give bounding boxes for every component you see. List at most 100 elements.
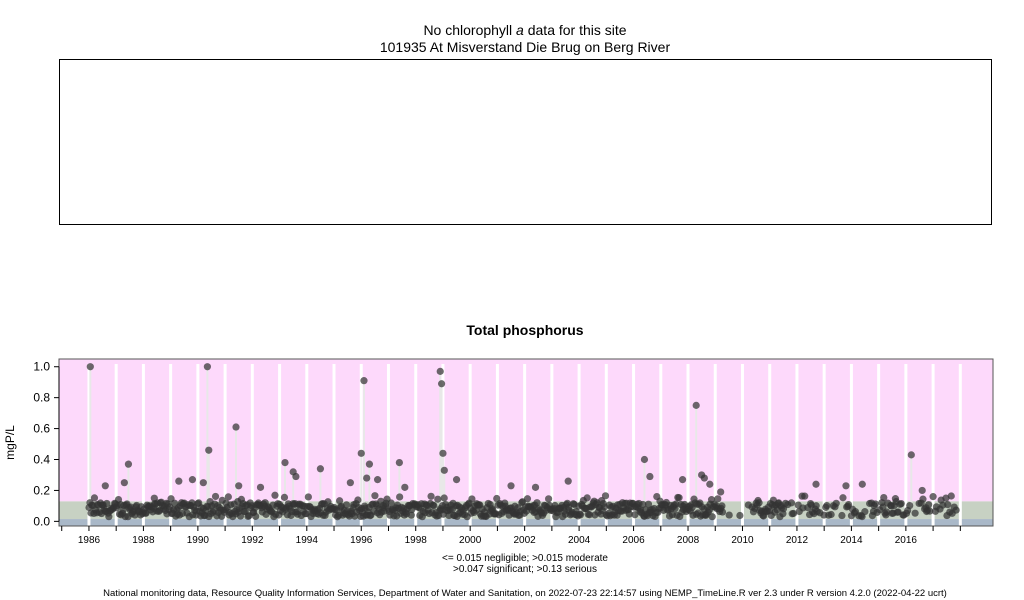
threshold-legend-line1: <= 0.015 negligible; >0.015 moderate bbox=[442, 553, 608, 564]
data-points bbox=[85, 363, 960, 521]
data-point bbox=[944, 501, 952, 509]
data-point-peak bbox=[346, 479, 354, 487]
data-point bbox=[926, 507, 934, 515]
data-point bbox=[468, 495, 476, 503]
x-tick-label: 2006 bbox=[622, 535, 645, 546]
data-point bbox=[812, 502, 820, 510]
data-point-peak bbox=[678, 476, 687, 484]
data-point-peak bbox=[564, 477, 572, 485]
data-point bbox=[832, 499, 840, 507]
data-point-peak bbox=[199, 479, 207, 487]
data-point bbox=[336, 497, 344, 505]
x-tick-label: 2008 bbox=[677, 535, 700, 546]
data-point bbox=[838, 511, 846, 520]
data-point bbox=[714, 495, 722, 503]
x-axis: 1986 1988 1990 1992 1994 1996 1998 2000 2002 2004… bbox=[61, 526, 961, 546]
x-tick-label: 1992 bbox=[241, 535, 264, 546]
y-tick-label: 0.8 bbox=[33, 391, 50, 405]
data-point bbox=[725, 511, 733, 519]
data-point-peak bbox=[203, 363, 212, 371]
data-point-peak bbox=[150, 494, 158, 502]
data-point-peak bbox=[918, 486, 926, 495]
data-point bbox=[897, 499, 905, 508]
x-tick-label: 1996 bbox=[350, 535, 373, 546]
x-tick-label: 1990 bbox=[187, 535, 210, 546]
site-subtitle: 101935 At Misverstand Die Brug on Berg R… bbox=[379, 39, 671, 55]
data-point-peak bbox=[700, 474, 708, 482]
data-point bbox=[354, 496, 362, 504]
data-point-peak bbox=[124, 460, 133, 468]
data-point-peak bbox=[706, 480, 714, 488]
data-point bbox=[880, 493, 888, 502]
data-point bbox=[271, 491, 279, 499]
data-point bbox=[871, 500, 879, 508]
data-point-peak bbox=[640, 455, 649, 464]
chart-title: Total phosphorus bbox=[466, 322, 583, 338]
phosphorus-chart: Total phosphorus 0.0 0.2 0.4 0.6 0.8 1.0 1986… bbox=[3, 322, 994, 546]
chlorophyll-title-prefix: No chlorophyll bbox=[423, 22, 513, 38]
data-point bbox=[601, 492, 610, 500]
chlorophyll-title-italic: a bbox=[516, 22, 524, 38]
data-point-peak bbox=[101, 482, 109, 490]
data-point-peak bbox=[292, 472, 300, 481]
data-point bbox=[304, 493, 312, 501]
data-point-peak bbox=[205, 446, 213, 454]
data-point-peak bbox=[360, 377, 368, 385]
data-point bbox=[823, 502, 831, 510]
y-tick-label: 1.0 bbox=[33, 360, 50, 374]
data-point-peak bbox=[507, 482, 515, 490]
data-point bbox=[252, 512, 260, 520]
data-point-peak bbox=[373, 476, 382, 484]
x-tick-label: 2002 bbox=[514, 535, 537, 546]
data-point bbox=[839, 494, 847, 502]
y-axis-label: mgP/L bbox=[3, 425, 17, 460]
y-tick-label: 0.0 bbox=[33, 514, 50, 528]
data-point bbox=[533, 499, 541, 507]
data-point bbox=[105, 513, 113, 521]
data-point bbox=[639, 500, 647, 509]
data-point bbox=[861, 508, 869, 516]
data-point bbox=[644, 500, 653, 508]
data-point bbox=[906, 501, 914, 510]
data-point bbox=[396, 493, 404, 501]
data-point bbox=[708, 513, 716, 521]
y-tick-label: 0.6 bbox=[33, 422, 50, 436]
data-point bbox=[407, 511, 415, 519]
data-point bbox=[440, 494, 448, 502]
x-tick-label: 1988 bbox=[132, 535, 155, 546]
data-point bbox=[911, 509, 919, 517]
data-point-peak bbox=[363, 474, 371, 482]
data-point-peak bbox=[437, 380, 446, 388]
data-point bbox=[544, 495, 553, 503]
data-point-peak bbox=[646, 472, 654, 481]
data-point bbox=[883, 508, 891, 516]
data-point bbox=[585, 511, 594, 519]
data-point-peak bbox=[531, 483, 540, 491]
data-point-peak bbox=[395, 459, 403, 467]
data-point-peak bbox=[175, 477, 183, 485]
data-point-peak bbox=[452, 476, 461, 484]
data-point bbox=[952, 506, 960, 514]
data-point bbox=[947, 492, 955, 500]
data-point-peak bbox=[440, 466, 448, 474]
data-point bbox=[827, 510, 835, 519]
data-point-peak bbox=[281, 459, 289, 467]
y-axis: 0.0 0.2 0.4 0.6 0.8 1.0 bbox=[33, 360, 60, 528]
data-point bbox=[211, 492, 220, 501]
y-tick-label: 0.2 bbox=[33, 483, 50, 497]
x-tick-label: 1998 bbox=[405, 535, 428, 546]
x-tick-label: 2016 bbox=[895, 535, 918, 546]
y-tick-label: 0.4 bbox=[33, 453, 50, 467]
data-point-peak bbox=[357, 449, 365, 457]
data-point-peak bbox=[365, 460, 374, 468]
data-point-peak bbox=[86, 363, 94, 371]
data-point-peak bbox=[188, 476, 197, 484]
data-point-peak bbox=[439, 449, 447, 457]
data-point-peak bbox=[256, 483, 265, 491]
chlorophyll-empty-panel bbox=[59, 59, 992, 225]
data-point-peak bbox=[907, 451, 915, 459]
data-point bbox=[224, 493, 232, 501]
data-point bbox=[103, 499, 111, 508]
data-point-peak bbox=[401, 483, 409, 491]
data-point bbox=[675, 494, 683, 502]
